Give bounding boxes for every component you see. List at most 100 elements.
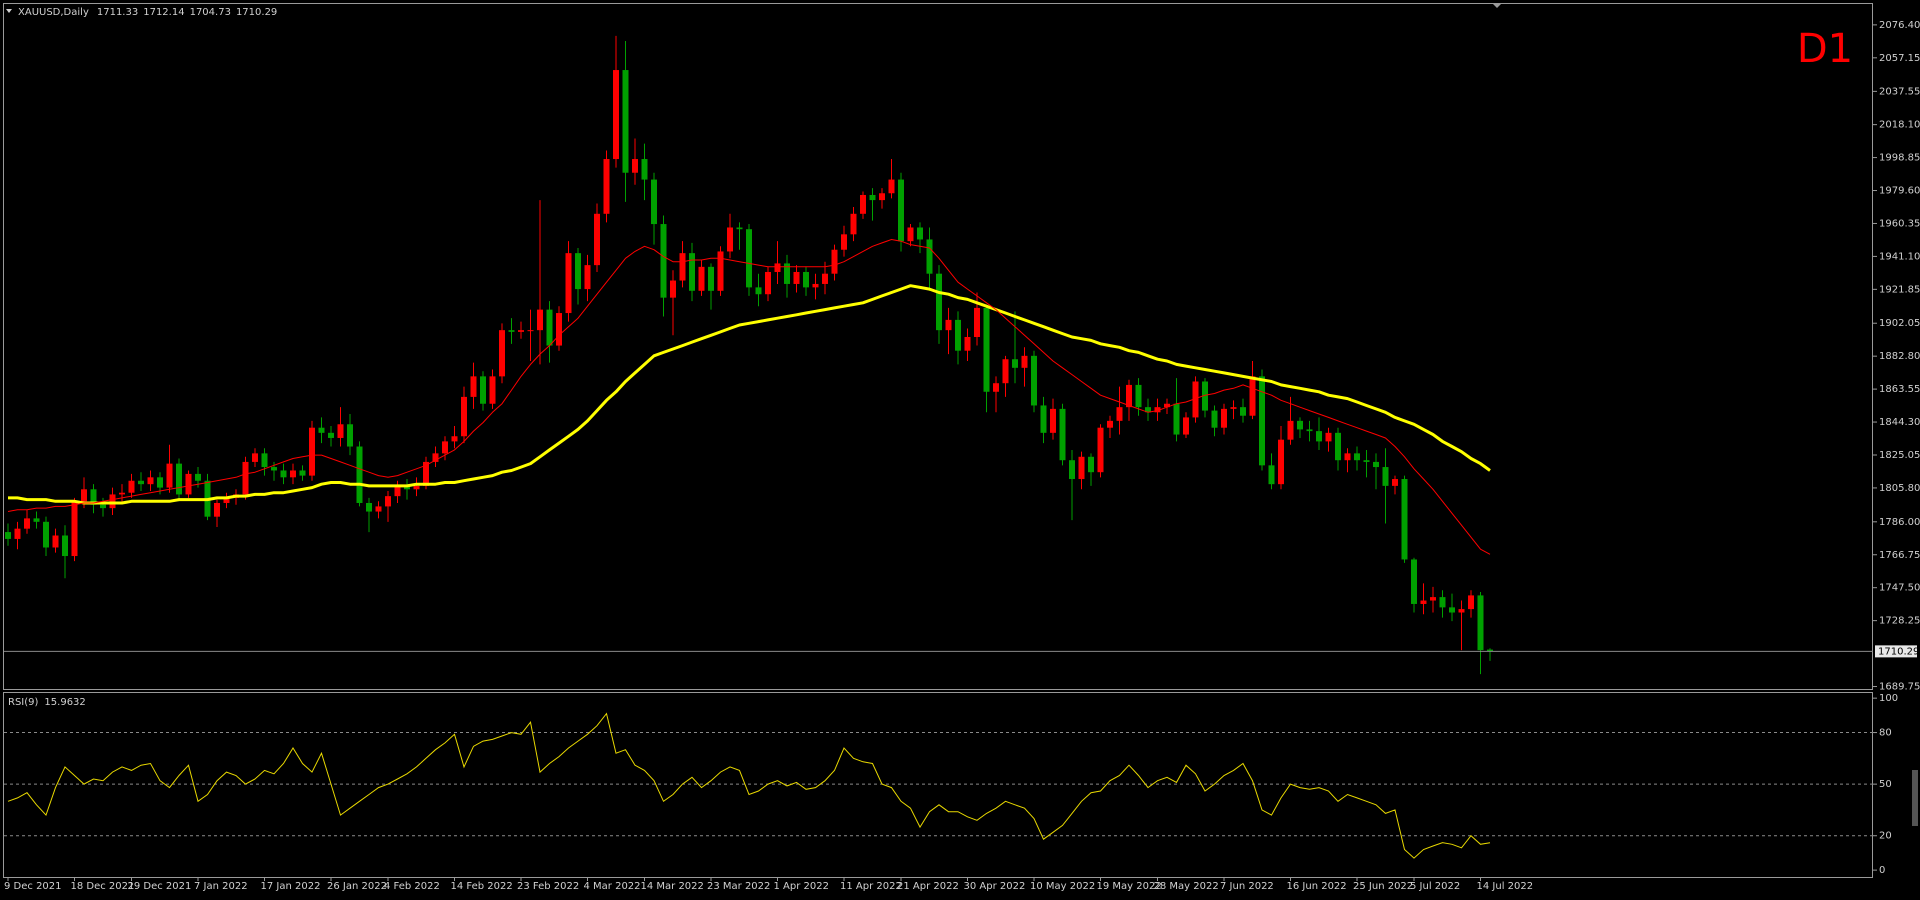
candle-body	[689, 253, 695, 291]
x-tick-label: 7 Jan 2022	[194, 881, 248, 892]
candle-body	[774, 263, 781, 272]
candle-body	[109, 494, 116, 509]
candle-body	[1363, 460, 1370, 462]
y-tick-label: 2018.10	[1879, 120, 1920, 131]
candle-body	[33, 518, 40, 522]
y-tick-label: 1979.60	[1879, 186, 1920, 197]
scroll-marker	[1492, 3, 1502, 8]
menu-arrow[interactable]	[6, 9, 12, 13]
candle-body	[489, 376, 496, 404]
candle-body	[1354, 453, 1360, 461]
candle-body	[337, 424, 344, 438]
candle-body	[52, 535, 59, 548]
candle-body	[404, 485, 410, 490]
candle-body	[993, 383, 999, 392]
candle-body	[1278, 439, 1284, 485]
y-tick-label: 2076.40	[1879, 20, 1920, 31]
candle-body	[499, 330, 505, 377]
candle-body	[1382, 467, 1389, 486]
y-tick-label: 1825.05	[1879, 450, 1920, 461]
candle-body	[1401, 479, 1408, 560]
candle-body	[5, 532, 11, 539]
candle-body	[432, 453, 439, 462]
rsi-line	[7, 712, 1491, 859]
candle-body	[328, 432, 334, 438]
candle-body	[537, 309, 543, 331]
candle-body	[1487, 649, 1493, 652]
x-tick-label: 14 Mar 2022	[641, 881, 704, 892]
candle-body	[727, 227, 733, 252]
y-tick-label: 1689.75	[1879, 682, 1920, 693]
y-tick-label: 1941.10	[1879, 251, 1920, 262]
rsi-title: RSI(9)	[8, 697, 39, 708]
candle-body	[632, 159, 638, 173]
candle-body	[1316, 431, 1322, 442]
candle-body	[708, 266, 714, 291]
y-tick-label: 1747.50	[1879, 583, 1920, 594]
candle-body	[784, 263, 790, 284]
candle-body	[936, 273, 942, 331]
candle-body	[185, 473, 192, 495]
candle-body	[90, 489, 97, 505]
candle-body	[1154, 407, 1161, 413]
candle-body	[964, 337, 971, 351]
symbol: XAUUSD,Daily	[18, 7, 89, 18]
candle-body	[128, 480, 135, 493]
candle-body	[508, 330, 515, 332]
candle-body	[1297, 420, 1303, 430]
candle-body	[907, 227, 914, 242]
candle-body	[1211, 410, 1218, 428]
candle-body	[603, 159, 610, 214]
y-tick-label: 1805.80	[1879, 483, 1920, 494]
candle-body	[556, 313, 562, 346]
y-tick-label: 2057.15	[1879, 53, 1920, 64]
x-tick-label: 23 Mar 2022	[707, 881, 770, 892]
candle-body	[1078, 456, 1085, 480]
candle-body	[850, 213, 857, 235]
candle-body	[1031, 355, 1037, 406]
x-tick-label: 7 Jun 2022	[1220, 881, 1274, 892]
candle-body	[765, 271, 771, 295]
candle-body	[1126, 384, 1132, 408]
candle-body	[1002, 359, 1009, 384]
x-tick-label: 26 Jan 2022	[327, 881, 387, 892]
moving-average	[7, 239, 1491, 555]
moving-average	[8, 284, 1491, 505]
candle-body	[955, 319, 961, 351]
candle-body	[1059, 408, 1066, 461]
last-high: 1712.14	[143, 7, 184, 18]
x-tick-label: 30 Apr 2022	[964, 881, 1026, 892]
candle-body	[1373, 461, 1379, 468]
candle-body	[1107, 420, 1113, 428]
candle-body	[318, 427, 325, 433]
x-tick-label: 19 May 2022	[1097, 881, 1162, 892]
candle-body	[1145, 407, 1151, 413]
candle-body	[413, 485, 420, 490]
candle-body	[470, 376, 477, 397]
candle-body	[1116, 407, 1123, 421]
y-tick-label: 100	[1879, 693, 1898, 704]
candle-body	[1088, 456, 1094, 473]
candle-body	[812, 283, 819, 288]
current-price-label: 1710.29	[1878, 646, 1919, 657]
candle-body	[1259, 376, 1265, 466]
candle-body	[641, 159, 648, 180]
candle-body	[1449, 607, 1455, 613]
candle-body	[1392, 479, 1398, 486]
rsi-last: 15.9632	[44, 697, 85, 708]
panel-scroll[interactable]	[1912, 770, 1918, 826]
x-tick-label: 16 Jun 2022	[1287, 881, 1347, 892]
candle-body	[746, 229, 752, 288]
candle-body	[394, 485, 401, 497]
candle-body	[157, 477, 163, 488]
y-tick-label: 50	[1879, 779, 1892, 790]
candle-body	[1268, 465, 1275, 485]
x-tick-label: 28 May 2022	[1154, 881, 1219, 892]
y-tick-label: 1960.35	[1879, 218, 1920, 229]
candle-body	[584, 265, 591, 290]
candle-body	[195, 473, 201, 481]
candle-body	[43, 521, 49, 548]
candle-body	[442, 441, 448, 454]
